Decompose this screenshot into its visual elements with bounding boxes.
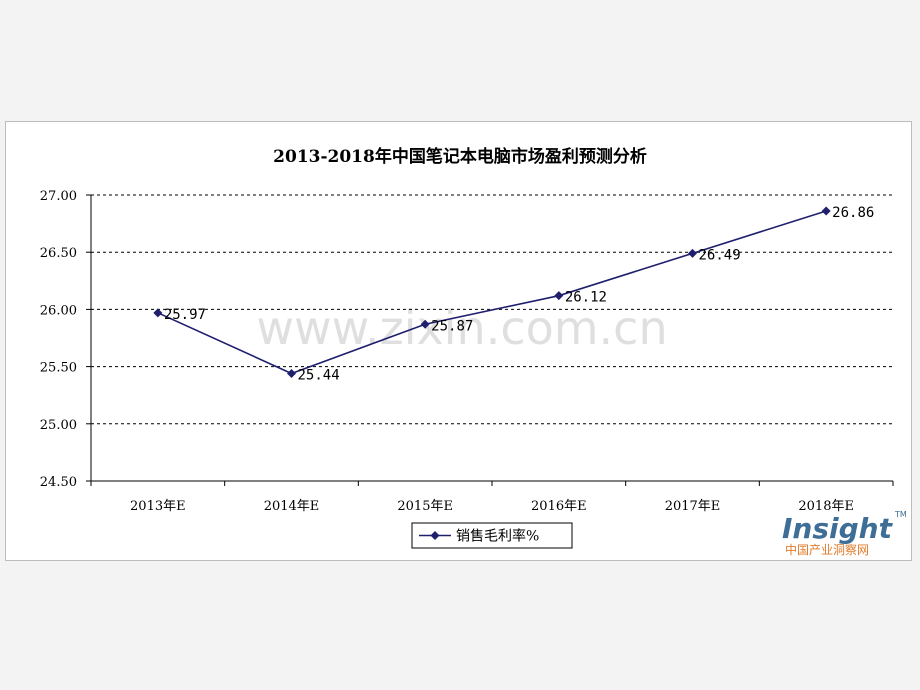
series-line-0	[157, 210, 827, 375]
y-tick-label: 25.00	[40, 418, 77, 433]
legend-diamond-marker	[430, 531, 440, 540]
logo-subtitle: 中国产业洞察网	[785, 542, 869, 557]
data-label: 26.49	[699, 247, 741, 263]
data-point	[287, 368, 296, 378]
data-point	[420, 319, 430, 329]
x-tick-label: 2018年E	[798, 499, 854, 514]
legend: 销售毛利率%	[411, 522, 573, 549]
x-tick-labels: 2013年E 2014年E 2015年E 2016年E 2017年E 2018年E	[130, 499, 854, 514]
chart-frame: 2013-2018年中国笔记本电脑市场盈利预测分析 www.zixin.com.…	[5, 121, 912, 561]
data-point	[554, 291, 564, 301]
watermark: www.zixin.com.cn	[256, 301, 667, 355]
x-tick-label: 2014年E	[264, 499, 320, 514]
data-point	[821, 206, 831, 216]
logo-text: Insight	[782, 512, 894, 545]
insight-logo: Insight TM 中国产业洞察网	[782, 510, 907, 557]
x-tick-label: 2016年E	[531, 499, 587, 514]
x-tick-label: 2013年E	[130, 499, 186, 514]
line-chart: 2013-2018年中国笔记本电脑市场盈利预测分析 www.zixin.com.…	[40, 146, 907, 557]
data-labels: 25.97 25.44 25.87 26.12 26.49 26.86	[164, 205, 874, 383]
x-tick-label: 2015年E	[397, 499, 453, 514]
y-tick-label: 26.50	[40, 246, 77, 261]
data-label: 25.87	[431, 318, 473, 334]
data-point	[688, 248, 697, 258]
axes	[86, 194, 894, 486]
y-tick-label: 27.00	[40, 189, 77, 204]
x-tick-label: 2017年E	[665, 499, 721, 514]
y-tick-label: 25.50	[40, 361, 77, 376]
data-point	[153, 308, 163, 318]
logo-tm: TM	[894, 510, 907, 519]
grid	[91, 194, 893, 425]
chart-title: 2013-2018年中国笔记本电脑市场盈利预测分析	[273, 146, 647, 167]
data-points	[153, 206, 831, 378]
legend-label: 销售毛利率%	[456, 528, 539, 545]
data-label: 26.86	[832, 205, 874, 221]
y-tick-labels: 27.00 26.50 26.00 25.50 25.00 24.50	[40, 189, 77, 490]
data-label: 25.97	[164, 307, 206, 323]
y-tick-label: 24.50	[40, 475, 77, 490]
data-label: 26.12	[565, 290, 607, 306]
y-tick-label: 26.00	[40, 303, 77, 318]
series-line	[157, 210, 827, 375]
data-label: 25.44	[298, 367, 340, 383]
